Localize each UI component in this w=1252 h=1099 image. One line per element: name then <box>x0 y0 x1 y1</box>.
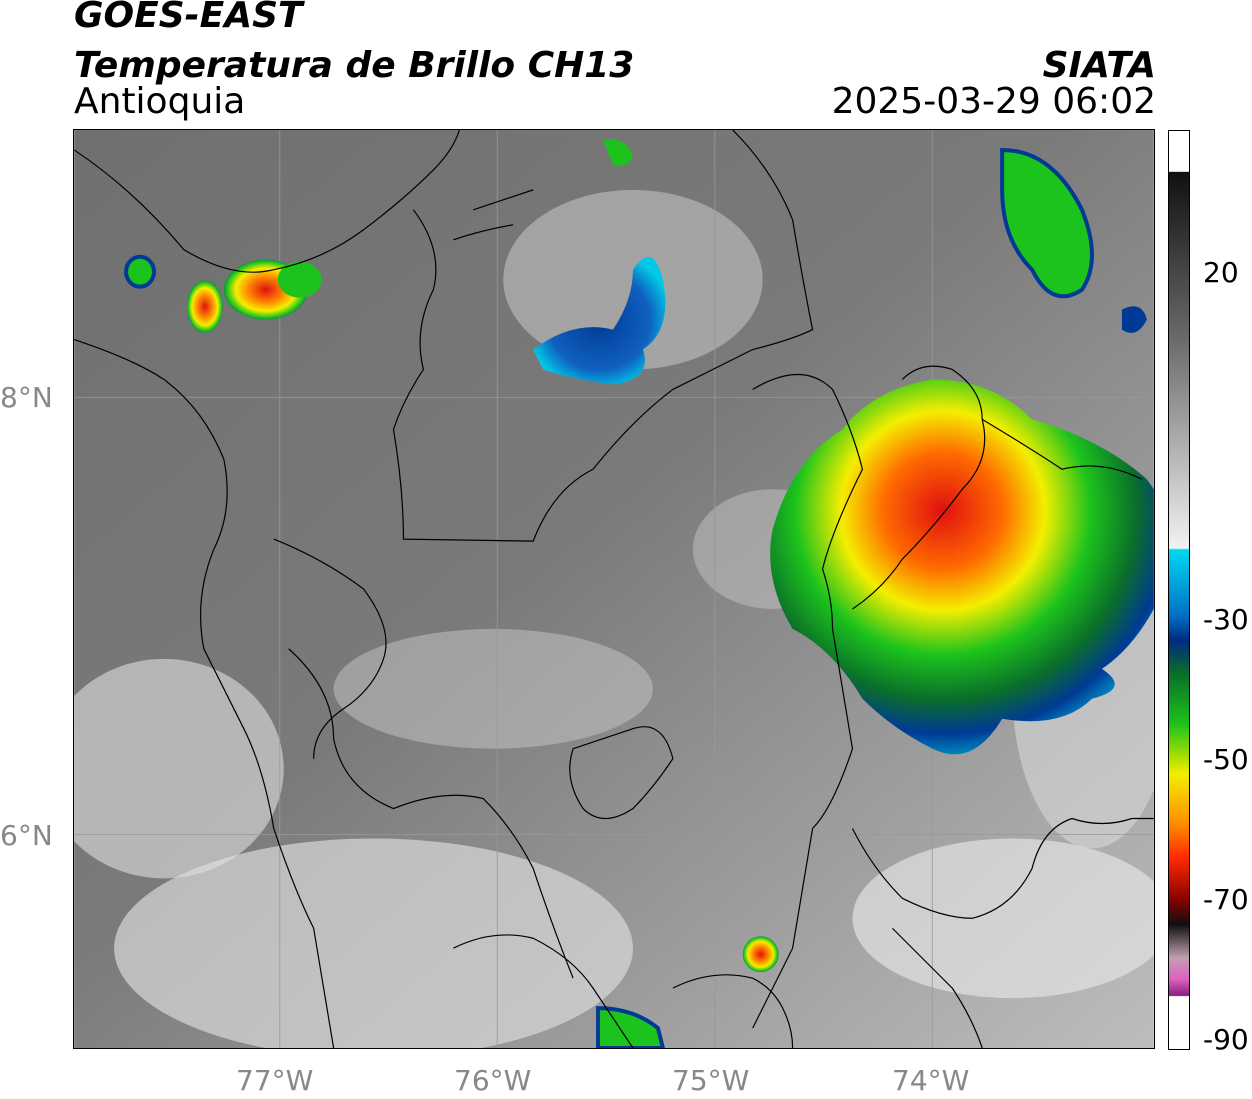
satellite-map <box>73 129 1155 1049</box>
storm-cell-3 <box>742 936 779 973</box>
lat-tick-6N: 6°N <box>0 819 53 852</box>
lon-tick-74W: 74°W <box>892 1064 970 1097</box>
product-title: Temperatura de Brillo CH13 <box>74 45 635 86</box>
temperature-colorbar <box>1168 130 1190 1050</box>
colorbar-tick-minus30: -30 <box>1203 603 1249 636</box>
colorbar-tick-minus50: -50 <box>1203 743 1249 776</box>
main-storm <box>770 379 1154 755</box>
agency-label: SIATA <box>1042 45 1156 86</box>
colorbar-tick-minus70: -70 <box>1203 883 1249 916</box>
lat-tick-8N: 8°N <box>0 381 53 414</box>
blue-cloud-north <box>533 256 666 385</box>
satellite-title: GOES-EAST <box>74 0 303 36</box>
colorbar-tick-20: 20 <box>1203 256 1239 289</box>
colorbar-tick-minus90: -90 <box>1203 1023 1249 1056</box>
lon-tick-77W: 77°W <box>236 1064 314 1097</box>
lon-tick-75W: 75°W <box>672 1064 750 1097</box>
datetime-label: 2025-03-29 06:02 <box>831 81 1156 122</box>
lon-tick-76W: 76°W <box>454 1064 532 1097</box>
region-label: Antioquia <box>74 81 246 122</box>
storm-cell-2 <box>186 280 223 333</box>
